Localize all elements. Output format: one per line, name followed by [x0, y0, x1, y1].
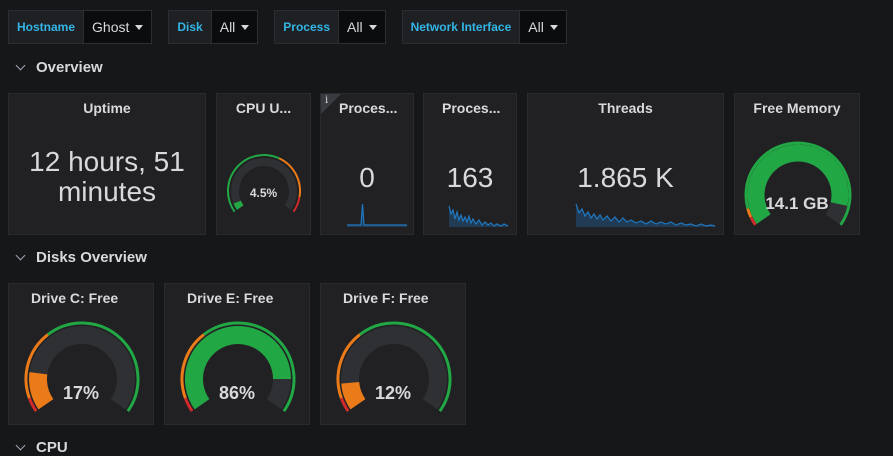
drive-e-gauge-threshold-red — [183, 397, 194, 412]
drive-f-panel[interactable]: Drive F: Free 12% — [320, 283, 466, 425]
drive-c-panel[interactable]: Drive C: Free 17% — [8, 283, 154, 425]
free-memory-gauge-threshold-red — [749, 216, 757, 226]
chevron-down-icon — [15, 440, 26, 451]
drive-f-value: 12% — [374, 383, 412, 403]
drive-c-gauge — [24, 321, 140, 412]
hostname-variable[interactable]: Hostname Ghost — [8, 10, 153, 44]
drive-c-gauge-threshold-orange — [24, 333, 49, 399]
free-memory-gauge-threshold-orange — [746, 208, 753, 218]
cpu-gauge-threshold-orange — [278, 157, 301, 198]
hostname-value: Ghost — [92, 19, 130, 35]
free-memory-value: 14.1 GB — [765, 194, 829, 213]
row-overview[interactable]: Overview — [14, 59, 103, 76]
disk-select[interactable]: All — [211, 10, 259, 44]
free-memory-gauge-threshold-green — [744, 141, 852, 226]
cpu-usage-value: 4.5% — [249, 186, 278, 200]
row-disks-overview[interactable]: Disks Overview — [14, 249, 147, 266]
free-memory-gauge — [744, 141, 852, 226]
free-memory-gauge-fill — [747, 144, 849, 224]
drive-e-gauge — [180, 321, 296, 412]
cpu-usage-panel[interactable]: CPU U... 4.5% — [216, 93, 311, 235]
disk-variable[interactable]: Disk All — [168, 10, 259, 44]
drive-f-gauge-threshold-green — [358, 321, 452, 412]
drive-f-gauge-track — [341, 326, 447, 410]
process-value: All — [347, 19, 363, 35]
chevron-down-icon — [15, 60, 26, 71]
caret-down-icon — [241, 24, 250, 30]
disk-value: All — [219, 19, 236, 35]
processes-1-value: 0 — [359, 162, 375, 193]
drive-e-value: 86% — [218, 383, 256, 403]
processes-1-sparkline — [347, 203, 407, 227]
process-label: Process — [274, 10, 339, 44]
uptime-title: Uptime — [83, 100, 131, 116]
cpu-gauge-threshold-green — [227, 154, 280, 213]
drive-f-gauge-threshold-red — [339, 397, 350, 412]
drive-c-gauge-threshold-green — [46, 321, 140, 412]
process-select[interactable]: All — [339, 10, 386, 44]
drive-e-gauge-fill — [185, 326, 291, 410]
variables-bar: Hostname Ghost Disk All Process All Netw… — [8, 10, 583, 44]
network-interface-select[interactable]: All — [520, 10, 567, 44]
uptime-value-line1: 12 hours, 51 — [29, 146, 185, 177]
drive-c-gauge-threshold-red — [27, 397, 38, 412]
drive-f-gauge — [336, 321, 452, 412]
processes-2-sparkline — [448, 205, 509, 227]
row-disks-overview-title: Disks Overview — [36, 249, 147, 266]
drive-c-value: 17% — [62, 383, 100, 403]
cpu-gauge-threshold-red — [292, 197, 301, 213]
drive-e-panel[interactable]: Drive E: Free 86% — [164, 283, 310, 425]
drive-e-gauge-threshold-green — [202, 321, 296, 412]
process-variable[interactable]: Process All — [274, 10, 386, 44]
uptime-panel[interactable]: Uptime 12 hours, 51 minutes — [8, 93, 206, 235]
free-memory-panel[interactable]: Free Memory 14.1 GB — [734, 93, 860, 235]
processes-panel-1[interactable]: i Proces... 0 — [320, 93, 414, 235]
info-icon[interactable]: i — [325, 95, 329, 106]
chevron-down-icon — [15, 250, 26, 261]
threads-value: 1.865 K — [577, 162, 674, 193]
uptime-value: 12 hours, 51 minutes — [9, 147, 205, 207]
caret-down-icon — [135, 24, 144, 30]
network-interface-value: All — [528, 19, 544, 35]
drive-f-gauge-fill — [341, 381, 366, 410]
cpu-gauge-fill — [233, 200, 244, 210]
caret-down-icon — [368, 24, 377, 30]
network-interface-label: Network Interface — [401, 10, 521, 44]
drive-f-gauge-threshold-orange — [336, 333, 361, 399]
cpu-gauge — [227, 154, 301, 213]
row-overview-title: Overview — [36, 59, 103, 76]
disk-label: Disk — [168, 10, 212, 44]
caret-down-icon — [549, 24, 558, 30]
hostname-label: Hostname — [8, 10, 85, 44]
info-corner[interactable] — [321, 94, 341, 114]
drive-e-gauge-threshold-orange — [180, 333, 205, 399]
processes-panel-2[interactable]: Proces... 163 — [423, 93, 517, 235]
drive-c-gauge-fill — [29, 372, 54, 410]
threads-sparkline — [575, 203, 716, 227]
threads-panel[interactable]: Threads 1.865 K — [527, 93, 724, 235]
uptime-value-line2: minutes — [57, 176, 157, 207]
processes-2-value: 163 — [446, 162, 494, 193]
cpu-gauge-track — [231, 158, 297, 210]
network-interface-variable[interactable]: Network Interface All — [401, 10, 567, 44]
hostname-select[interactable]: Ghost — [84, 10, 153, 44]
